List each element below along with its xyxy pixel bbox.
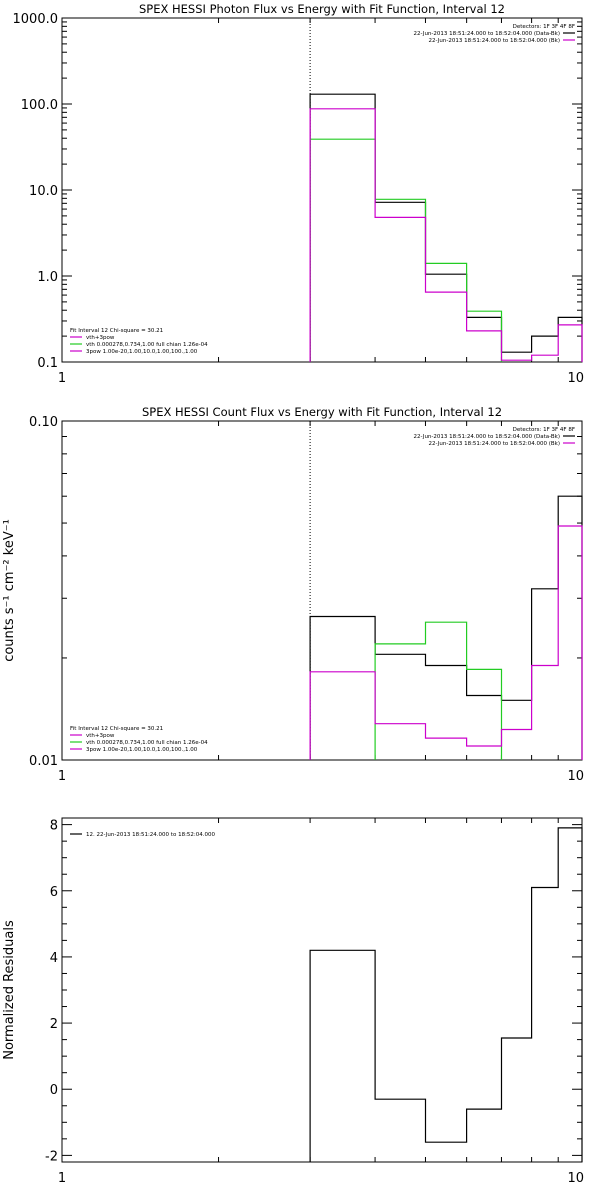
y-axis-label-2: counts s⁻¹ cm⁻² keV⁻¹ bbox=[2, 519, 17, 662]
series-green-histogram bbox=[309, 138, 503, 362]
chart-title-2: SPEX HESSI Count Flux vs Energy with Fit… bbox=[142, 405, 502, 419]
legend-heading: Fit Interval 12 Chi-square = 30.21 bbox=[70, 328, 163, 334]
x-tick-label: 10 bbox=[567, 371, 584, 386]
y-tick-label: 1000.0 bbox=[13, 12, 59, 27]
y-axis-label-3: Normalized Residuals bbox=[2, 920, 17, 1060]
chart-title-1: SPEX HESSI Photon Flux vs Energy with Fi… bbox=[139, 2, 505, 16]
legend-entry: 12. 22-Jun-2013 18:51:24.000 to 18:52:04… bbox=[86, 832, 216, 838]
legend-entry: 22-Jun-2013 18:51:24.000 to 18:52:04.000… bbox=[428, 441, 560, 447]
y-tick-label: 100.0 bbox=[21, 98, 58, 113]
y-tick-label: 6 bbox=[50, 885, 58, 900]
legend-entry: 3pow 1.00e-20,1.00,10.0,1.00,100.,1.00 bbox=[86, 747, 198, 753]
x-tick-label: 1 bbox=[58, 1171, 66, 1186]
y-tick-label: 0.01 bbox=[29, 754, 58, 769]
legend-entry: 22-Jun-2013 18:51:24.000 to 18:52:04.000… bbox=[428, 38, 560, 44]
x-tick-label: 1 bbox=[58, 371, 66, 386]
legend-entry: vth 0.000278,0.734,1.00 full chian 1.26e… bbox=[86, 740, 208, 746]
legend-entry: vth+3pow bbox=[86, 733, 115, 739]
plot-frame-3 bbox=[61, 817, 583, 1163]
legend-entry: 3pow 1.00e-20,1.00,10.0,1.00,100.,1.00 bbox=[86, 349, 198, 355]
y-tick-label: 1.0 bbox=[37, 270, 58, 285]
legend-entry: vth 0.000278,0.734,1.00 full chian 1.26e… bbox=[86, 342, 208, 348]
series-black-histogram bbox=[309, 93, 583, 362]
x-tick-label: 10 bbox=[567, 769, 584, 784]
y-tick-label: 8 bbox=[50, 819, 58, 834]
legend-entry: vth+3pow bbox=[86, 335, 115, 341]
x-tick-label: 1 bbox=[58, 769, 66, 784]
y-tick-label: 0.1 bbox=[37, 356, 58, 371]
series-black-histogram bbox=[309, 495, 583, 760]
legend-entry: 22-Jun-2013 18:51:24.000 to 18:52:04.000… bbox=[414, 434, 560, 440]
series-green-histogram bbox=[374, 621, 503, 760]
plot-frame-2 bbox=[61, 420, 583, 761]
series-black-histogram bbox=[309, 827, 583, 1162]
y-tick-label: 0 bbox=[50, 1083, 58, 1098]
x-tick-label: 10 bbox=[567, 1171, 584, 1186]
legend-heading: Detectors: 1F 3F 4F 8F bbox=[513, 427, 575, 433]
legend-heading: Detectors: 1F 3F 4F 8F bbox=[513, 24, 575, 30]
y-tick-label: 0.10 bbox=[29, 415, 58, 430]
y-tick-label: 4 bbox=[50, 951, 58, 966]
y-tick-label: -2 bbox=[45, 1149, 58, 1164]
plot-frame-1 bbox=[61, 17, 583, 363]
legend-heading: Fit Interval 12 Chi-square = 30.21 bbox=[70, 726, 163, 732]
y-tick-label: 2 bbox=[50, 1017, 58, 1032]
series-magenta-histogram bbox=[309, 525, 583, 760]
legend-entry: 22-Jun-2013 18:51:24.000 to 18:52:04.000… bbox=[414, 31, 560, 37]
series-magenta-histogram bbox=[309, 108, 583, 362]
y-tick-label: 10.0 bbox=[29, 184, 58, 199]
